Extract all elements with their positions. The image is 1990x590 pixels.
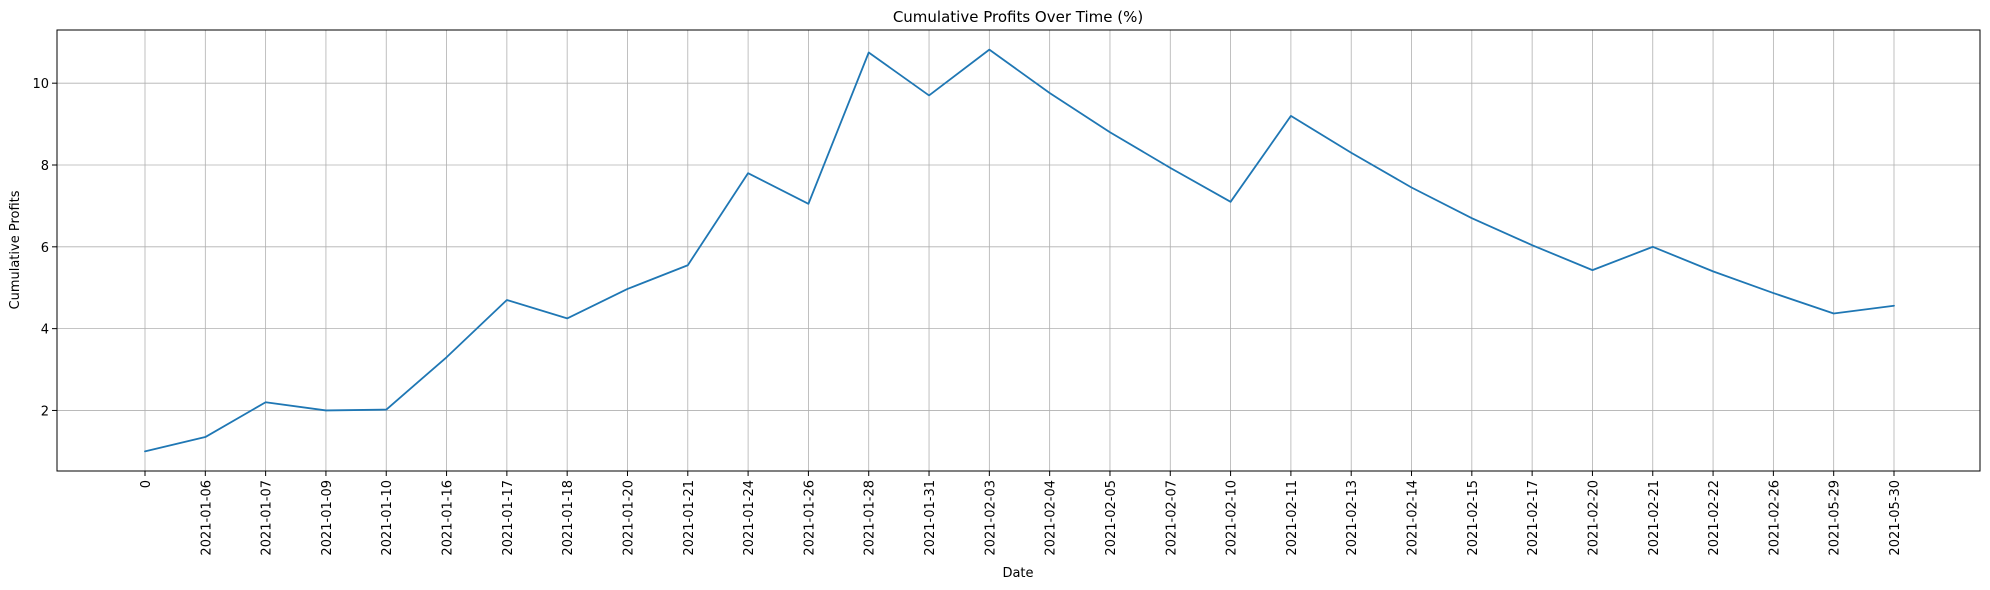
x-tick-label: 2021-02-22: [1707, 480, 1722, 556]
x-tick-label: 2021-01-17: [501, 480, 516, 556]
x-tick-label: 0: [139, 480, 154, 488]
x-tick-label: 2021-01-31: [923, 480, 938, 556]
x-axis-label: Date: [1002, 566, 1033, 581]
x-tick-label: 2021-01-18: [561, 480, 576, 556]
series-layer: [144, 48, 1895, 453]
y-tick-label: 6: [41, 241, 49, 256]
grid-layer: [57, 30, 1980, 471]
x-tick-label: 2021-02-10: [1225, 480, 1240, 556]
x-tick-label: 2021-02-05: [1104, 480, 1119, 556]
x-tick-label: 2021-02-04: [1044, 480, 1059, 556]
x-tick-label: 2021-01-09: [320, 480, 335, 556]
x-tick-label: 2021-02-03: [983, 480, 998, 556]
y-tick-label: 2: [41, 404, 49, 419]
x-tick-label: 2021-01-10: [380, 480, 395, 556]
y-axis-label: Cumulative Profits: [8, 190, 23, 309]
x-tick-label: 2021-02-07: [1164, 480, 1179, 556]
x-tick-label: 2021-02-21: [1647, 480, 1662, 556]
x-tick-label: 2021-02-17: [1526, 480, 1541, 556]
x-tick-label: 2021-02-26: [1767, 480, 1782, 556]
x-tick-label: 2021-05-29: [1828, 480, 1843, 556]
ticks-layer: 0 2021-01-06 2021-01-07 2021-01-09 2021-01-1…: [32, 77, 1903, 555]
x-tick-label: 2021-01-24: [742, 480, 757, 556]
chart-title: Cumulative Profits Over Time (%): [893, 8, 1143, 26]
x-tick-label: 2021-01-26: [802, 480, 817, 556]
series-line: [144, 48, 1895, 453]
x-tick-label: 2021-05-30: [1888, 480, 1903, 556]
x-tick-label: 2021-02-14: [1406, 480, 1421, 556]
x-tick-label: 2021-01-07: [260, 480, 275, 556]
x-tick-label: 2021-01-06: [199, 480, 214, 556]
plot-area-frame: [56, 29, 1981, 472]
y-tick-label: 10: [32, 77, 49, 92]
x-tick-label: 2021-02-20: [1586, 480, 1601, 556]
x-tick-label: 2021-01-16: [441, 480, 456, 556]
x-tick-label: 2021-02-11: [1285, 480, 1300, 556]
x-tick-label: 2021-01-21: [682, 480, 697, 556]
x-tick-label: 2021-01-28: [863, 480, 878, 556]
y-tick-label: 4: [41, 323, 49, 338]
y-tick-label: 8: [41, 159, 49, 174]
x-tick-label: 2021-02-13: [1345, 480, 1360, 556]
x-tick-label: 2021-02-15: [1466, 480, 1481, 556]
x-tick-label: 2021-01-20: [621, 480, 636, 556]
